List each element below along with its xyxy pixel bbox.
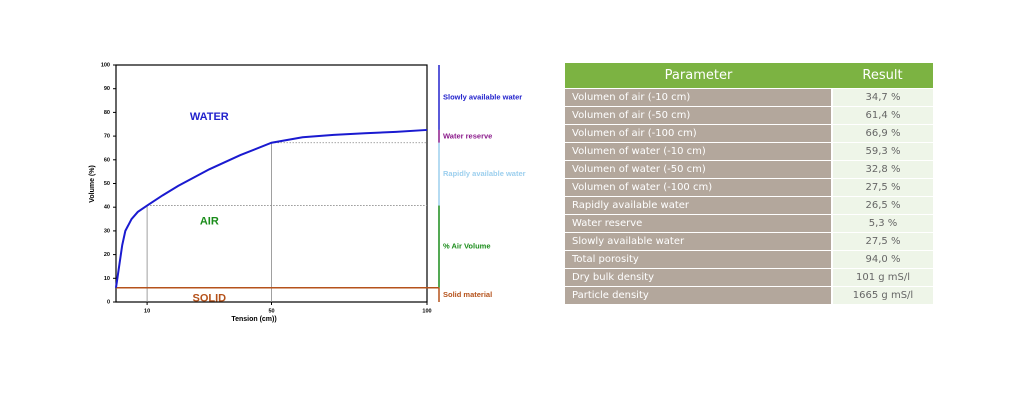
- x-tick-label: 100: [422, 308, 431, 314]
- y-tick-label: 40: [104, 205, 110, 211]
- result-table: Parameter Result Volumen of air (-10 cm) 3…: [565, 63, 933, 304]
- table-row: Rapidly available water 26,5 %: [565, 196, 933, 215]
- y-axis-label: Volume (%): [89, 165, 96, 203]
- table-row: Volumen of water (-10 cm) 59,3 %: [565, 142, 933, 161]
- parameter-cell: Particle density: [565, 286, 833, 304]
- region-label: WATER: [190, 111, 229, 123]
- zone-label: Rapidly available water: [443, 169, 526, 178]
- parameter-cell: Slowly available water: [565, 232, 833, 251]
- table-body: Volumen of air (-10 cm) 34,7 % Volumen of …: [565, 88, 933, 304]
- zone-label: Solid material: [443, 290, 492, 299]
- result-cell: 61,4 %: [832, 106, 933, 125]
- parameter-cell: Rapidly available water: [565, 196, 833, 215]
- result-cell: 1665 g mS/l: [832, 286, 933, 304]
- parameter-cell: Volumen of air (-100 cm): [565, 124, 833, 143]
- table-row: Volumen of water (-50 cm) 32,8 %: [565, 160, 933, 179]
- region-label: AIR: [200, 215, 219, 227]
- y-tick-label: 20: [104, 252, 110, 258]
- parameter-cell: Total porosity: [565, 250, 833, 269]
- result-cell: 27,5 %: [832, 178, 933, 197]
- y-tick-label: 70: [104, 134, 110, 140]
- curve: [115, 128, 428, 288]
- parameter-cell: Dry bulk density: [565, 268, 833, 287]
- y-tick-label: 10: [104, 276, 110, 282]
- y-tick-label: 100: [101, 62, 110, 68]
- parameter-cell: Volumen of air (-10 cm): [565, 88, 833, 107]
- parameter-cell: Water reserve: [565, 214, 833, 233]
- table-row: Particle density 1665 g mS/l: [565, 286, 933, 304]
- parameter-cell: Volumen of air (-50 cm): [565, 106, 833, 125]
- result-cell: 27,5 %: [832, 232, 933, 251]
- y-tick-label: 60: [104, 157, 110, 163]
- y-tick-label: 30: [104, 228, 110, 234]
- header-cell: Parameter: [565, 63, 832, 89]
- zone-label: Water reserve: [443, 131, 492, 140]
- result-cell: 101 g mS/l: [832, 268, 933, 287]
- parameter-cell: Volumen of water (-100 cm): [565, 178, 833, 197]
- y-tick-label: 90: [104, 86, 110, 92]
- x-tick-label: 50: [268, 308, 274, 314]
- result-cell: 26,5 %: [832, 196, 933, 215]
- result-cell: 94,0 %: [832, 250, 933, 269]
- zone-label: % Air Volume: [443, 242, 491, 251]
- result-cell: 5,3 %: [832, 214, 933, 233]
- table-row: Dry bulk density 101 g mS/l: [565, 268, 933, 287]
- result-cell: 66,9 %: [832, 124, 933, 143]
- chart: Tension (cm)) Volume (%) 0 10 20 30 40 50 60 70…: [89, 62, 526, 323]
- parameter-cell: Volumen of water (-50 cm): [565, 160, 833, 179]
- region-label: SOLID: [192, 292, 226, 304]
- zone-label: Slowly available water: [443, 92, 522, 101]
- y-tick-label: 80: [104, 110, 110, 116]
- parameter-cell: Volumen of water (-10 cm): [565, 142, 833, 161]
- table-header: Parameter Result: [565, 63, 933, 89]
- x-tick-label: 10: [144, 308, 150, 314]
- y-tick-label: 50: [104, 181, 110, 187]
- table-row: Total porosity 94,0 %: [565, 250, 933, 269]
- header-cell: Result: [832, 63, 933, 89]
- table-row: Volumen of air (-50 cm) 61,4 %: [565, 106, 933, 125]
- x-axis-label: Tension (cm)): [231, 316, 276, 323]
- table-row: Volumen of air (-10 cm) 34,7 %: [565, 88, 933, 107]
- result-cell: 59,3 %: [832, 142, 933, 161]
- result-cell: 34,7 %: [832, 88, 933, 107]
- result-cell: 32,8 %: [832, 160, 933, 179]
- table-row: Volumen of air (-100 cm) 66,9 %: [565, 124, 933, 143]
- table-row: Slowly available water 27,5 %: [565, 232, 933, 251]
- table-row: Water reserve 5,3 %: [565, 214, 933, 233]
- y-tick-label: 0: [107, 299, 110, 305]
- table-row: Volumen of water (-100 cm) 27,5 %: [565, 178, 933, 197]
